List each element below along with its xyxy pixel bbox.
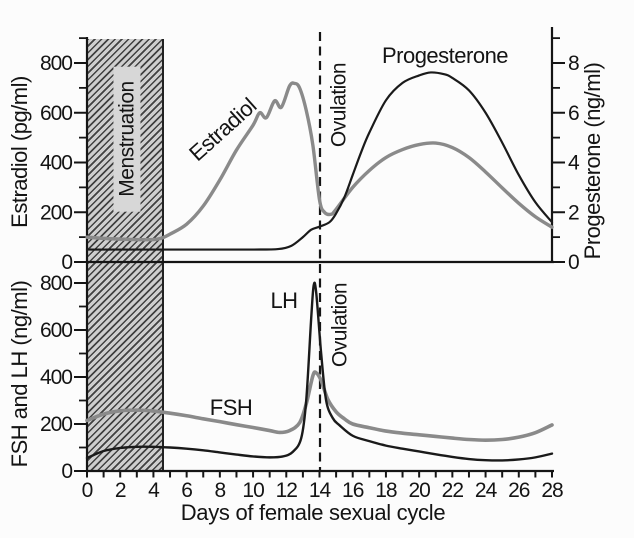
progesterone-y-axis-label: Progesterone (ng/ml) <box>579 62 605 260</box>
fsh-lh-tick-label: 400 <box>40 366 72 389</box>
estradiol-curve <box>85 81 554 242</box>
ovulation-label-bottom: Ovulation <box>328 282 352 368</box>
fsh-lh-tick-label: 0 <box>61 460 72 483</box>
day-tick-label: 0 <box>82 479 93 502</box>
fsh-lh-tick-label: 600 <box>40 319 72 342</box>
estradiol-tick-label: 200 <box>40 201 72 224</box>
day-tick-label: 24 <box>475 479 498 502</box>
day-tick-label: 2 <box>115 479 126 502</box>
lh-curve <box>85 281 554 462</box>
day-tick-label: 16 <box>342 479 364 502</box>
lh-curve-label: LH <box>270 287 298 313</box>
estradiol-tick-label: 0 <box>61 251 72 274</box>
estradiol-tick-label: 600 <box>40 102 72 125</box>
fsh-curve <box>85 370 554 443</box>
day-tick-label: 20 <box>408 479 430 502</box>
estradiol-y-axis-label: Estradiol (pg/ml) <box>6 76 32 228</box>
estradiol-tick-label: 800 <box>40 52 72 75</box>
progesterone-curve <box>85 71 554 251</box>
fsh-curve-label: FSH <box>209 394 253 420</box>
day-tick-label: 18 <box>375 479 397 502</box>
day-tick-label: 26 <box>508 479 530 502</box>
progesterone-tick-label: 0 <box>568 251 579 274</box>
day-tick-label: 6 <box>181 479 192 502</box>
day-tick-label: 8 <box>215 479 226 502</box>
day-tick-label: 28 <box>541 479 563 502</box>
fsh-lh-tick-label: 200 <box>40 413 72 436</box>
progesterone-tick-label: 8 <box>568 52 579 75</box>
day-tick-label: 10 <box>242 479 264 502</box>
x-axis-label: Days of female sexual cycle <box>180 499 446 525</box>
day-tick-label: 22 <box>442 479 464 502</box>
day-tick-label: 12 <box>276 479 298 502</box>
menstruation-label: Menstruation <box>113 66 141 212</box>
day-tick-label: 4 <box>148 479 160 502</box>
estradiol-tick-label: 400 <box>40 152 72 175</box>
progesterone-tick-label: 6 <box>568 102 579 125</box>
fsh-lh-y-axis-label: FSH and LH (ng/ml) <box>6 280 32 468</box>
progesterone-tick-label: 4 <box>568 152 580 175</box>
ovulation-label-top: Ovulation <box>327 62 351 148</box>
fsh-lh-tick-label: 800 <box>40 272 72 295</box>
progesterone-tick-label: 2 <box>568 201 579 224</box>
progesterone-curve-label: Progesterone <box>381 42 509 68</box>
day-tick-label: 14 <box>309 479 332 502</box>
